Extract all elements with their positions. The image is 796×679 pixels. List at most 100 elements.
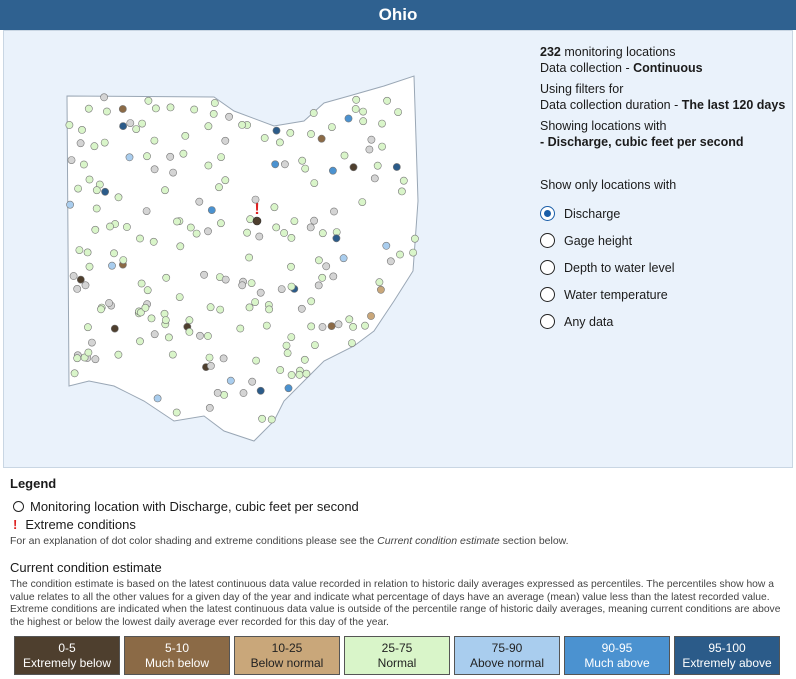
location-dot[interactable] <box>358 198 367 206</box>
location-dot[interactable] <box>76 139 85 148</box>
location-dot[interactable] <box>322 262 331 271</box>
location-dot[interactable] <box>340 151 349 160</box>
location-dot[interactable] <box>119 122 127 130</box>
location-dot[interactable] <box>373 161 382 170</box>
location-dot[interactable] <box>284 384 293 393</box>
location-dot[interactable] <box>216 305 225 314</box>
location-dot[interactable] <box>365 145 374 154</box>
location-dot[interactable] <box>150 136 159 145</box>
location-dot[interactable] <box>361 321 369 330</box>
location-dot[interactable] <box>397 187 406 196</box>
filter-option[interactable]: Discharge <box>540 200 676 227</box>
location-dot[interactable] <box>179 149 188 158</box>
location-dot[interactable] <box>205 353 214 362</box>
location-dot[interactable] <box>220 390 228 399</box>
location-dot[interactable] <box>144 96 153 105</box>
location-dot[interactable] <box>347 339 356 347</box>
location-dot[interactable] <box>85 175 94 184</box>
location-dot[interactable] <box>206 361 215 370</box>
location-dot[interactable] <box>282 341 291 350</box>
location-dot[interactable] <box>149 237 158 246</box>
location-dot[interactable] <box>78 126 86 134</box>
location-dot[interactable] <box>181 132 190 140</box>
location-dot[interactable] <box>252 356 260 365</box>
note-link[interactable]: Current condition estimate <box>377 535 500 547</box>
location-dot[interactable] <box>272 126 281 135</box>
location-dot[interactable] <box>67 156 76 165</box>
location-dot[interactable] <box>392 163 401 171</box>
location-dot[interactable] <box>375 278 384 287</box>
location-dot[interactable] <box>106 222 114 231</box>
location-dot[interactable] <box>301 164 310 173</box>
location-dot[interactable] <box>88 338 96 347</box>
location-dot[interactable] <box>309 109 318 117</box>
location-dot[interactable] <box>262 321 271 330</box>
location-dot[interactable] <box>90 142 99 151</box>
location-dot[interactable] <box>136 337 144 346</box>
location-dot[interactable] <box>92 186 101 195</box>
location-dot[interactable] <box>101 187 109 196</box>
location-dot[interactable] <box>351 105 360 113</box>
filter-option[interactable]: Gage height <box>540 227 676 254</box>
location-dot[interactable] <box>256 386 265 395</box>
location-dot[interactable] <box>142 207 151 215</box>
location-dot[interactable] <box>213 388 222 397</box>
filter-option[interactable]: Any data <box>540 308 676 335</box>
location-dot[interactable] <box>334 320 343 329</box>
location-dot[interactable] <box>100 93 108 102</box>
location-dot[interactable] <box>345 315 354 324</box>
location-dot[interactable] <box>329 272 338 281</box>
location-dot[interactable] <box>394 108 402 116</box>
location-dot[interactable] <box>297 304 306 313</box>
location-dot[interactable] <box>126 119 135 127</box>
location-dot[interactable] <box>248 377 257 386</box>
location-dot[interactable] <box>141 303 150 312</box>
location-dot[interactable] <box>317 134 326 143</box>
location-dot[interactable] <box>236 324 245 333</box>
location-dot[interactable] <box>205 403 214 412</box>
location-dot[interactable] <box>330 207 338 216</box>
location-dot[interactable] <box>136 234 144 243</box>
location-dot[interactable] <box>153 394 162 403</box>
location-dot[interactable] <box>318 323 327 331</box>
location-dot[interactable] <box>216 219 225 228</box>
location-dot[interactable] <box>185 316 194 325</box>
location-dot[interactable] <box>84 104 93 113</box>
location-dot[interactable] <box>168 350 177 359</box>
location-dot[interactable] <box>209 110 218 118</box>
location-dot[interactable] <box>215 183 223 192</box>
location-dot[interactable] <box>92 204 101 213</box>
location-dot[interactable] <box>245 253 253 262</box>
location-dot[interactable] <box>169 168 177 177</box>
location-dot[interactable] <box>204 161 213 170</box>
location-dot[interactable] <box>81 281 90 290</box>
location-dot[interactable] <box>132 125 141 133</box>
location-dot[interactable] <box>186 223 195 232</box>
location-dot[interactable] <box>327 322 336 330</box>
location-dot[interactable] <box>270 203 279 212</box>
location-dot[interactable] <box>378 142 386 151</box>
location-dot[interactable] <box>91 355 100 364</box>
location-dot[interactable] <box>100 138 109 147</box>
location-dot[interactable] <box>276 366 285 374</box>
location-dot[interactable] <box>108 261 116 270</box>
location-dot[interactable] <box>255 232 264 241</box>
location-dot[interactable] <box>238 281 247 290</box>
location-dot[interactable] <box>150 330 159 339</box>
map[interactable]: ! <box>3 30 793 468</box>
location-dot[interactable] <box>70 369 79 378</box>
location-dot[interactable] <box>160 309 169 318</box>
location-dot[interactable] <box>147 314 156 323</box>
location-dot[interactable] <box>287 262 295 271</box>
location-dot[interactable] <box>114 193 123 202</box>
location-dot[interactable] <box>103 107 111 116</box>
location-dot[interactable] <box>310 341 319 349</box>
location-dot[interactable] <box>226 376 235 385</box>
location-dot[interactable] <box>161 186 169 195</box>
location-dot[interactable] <box>277 285 286 293</box>
location-dot[interactable] <box>83 248 92 257</box>
location-dot[interactable] <box>210 99 219 107</box>
location-dot[interactable] <box>382 241 391 250</box>
location-dot[interactable] <box>314 281 323 290</box>
location-dot[interactable] <box>287 233 296 242</box>
